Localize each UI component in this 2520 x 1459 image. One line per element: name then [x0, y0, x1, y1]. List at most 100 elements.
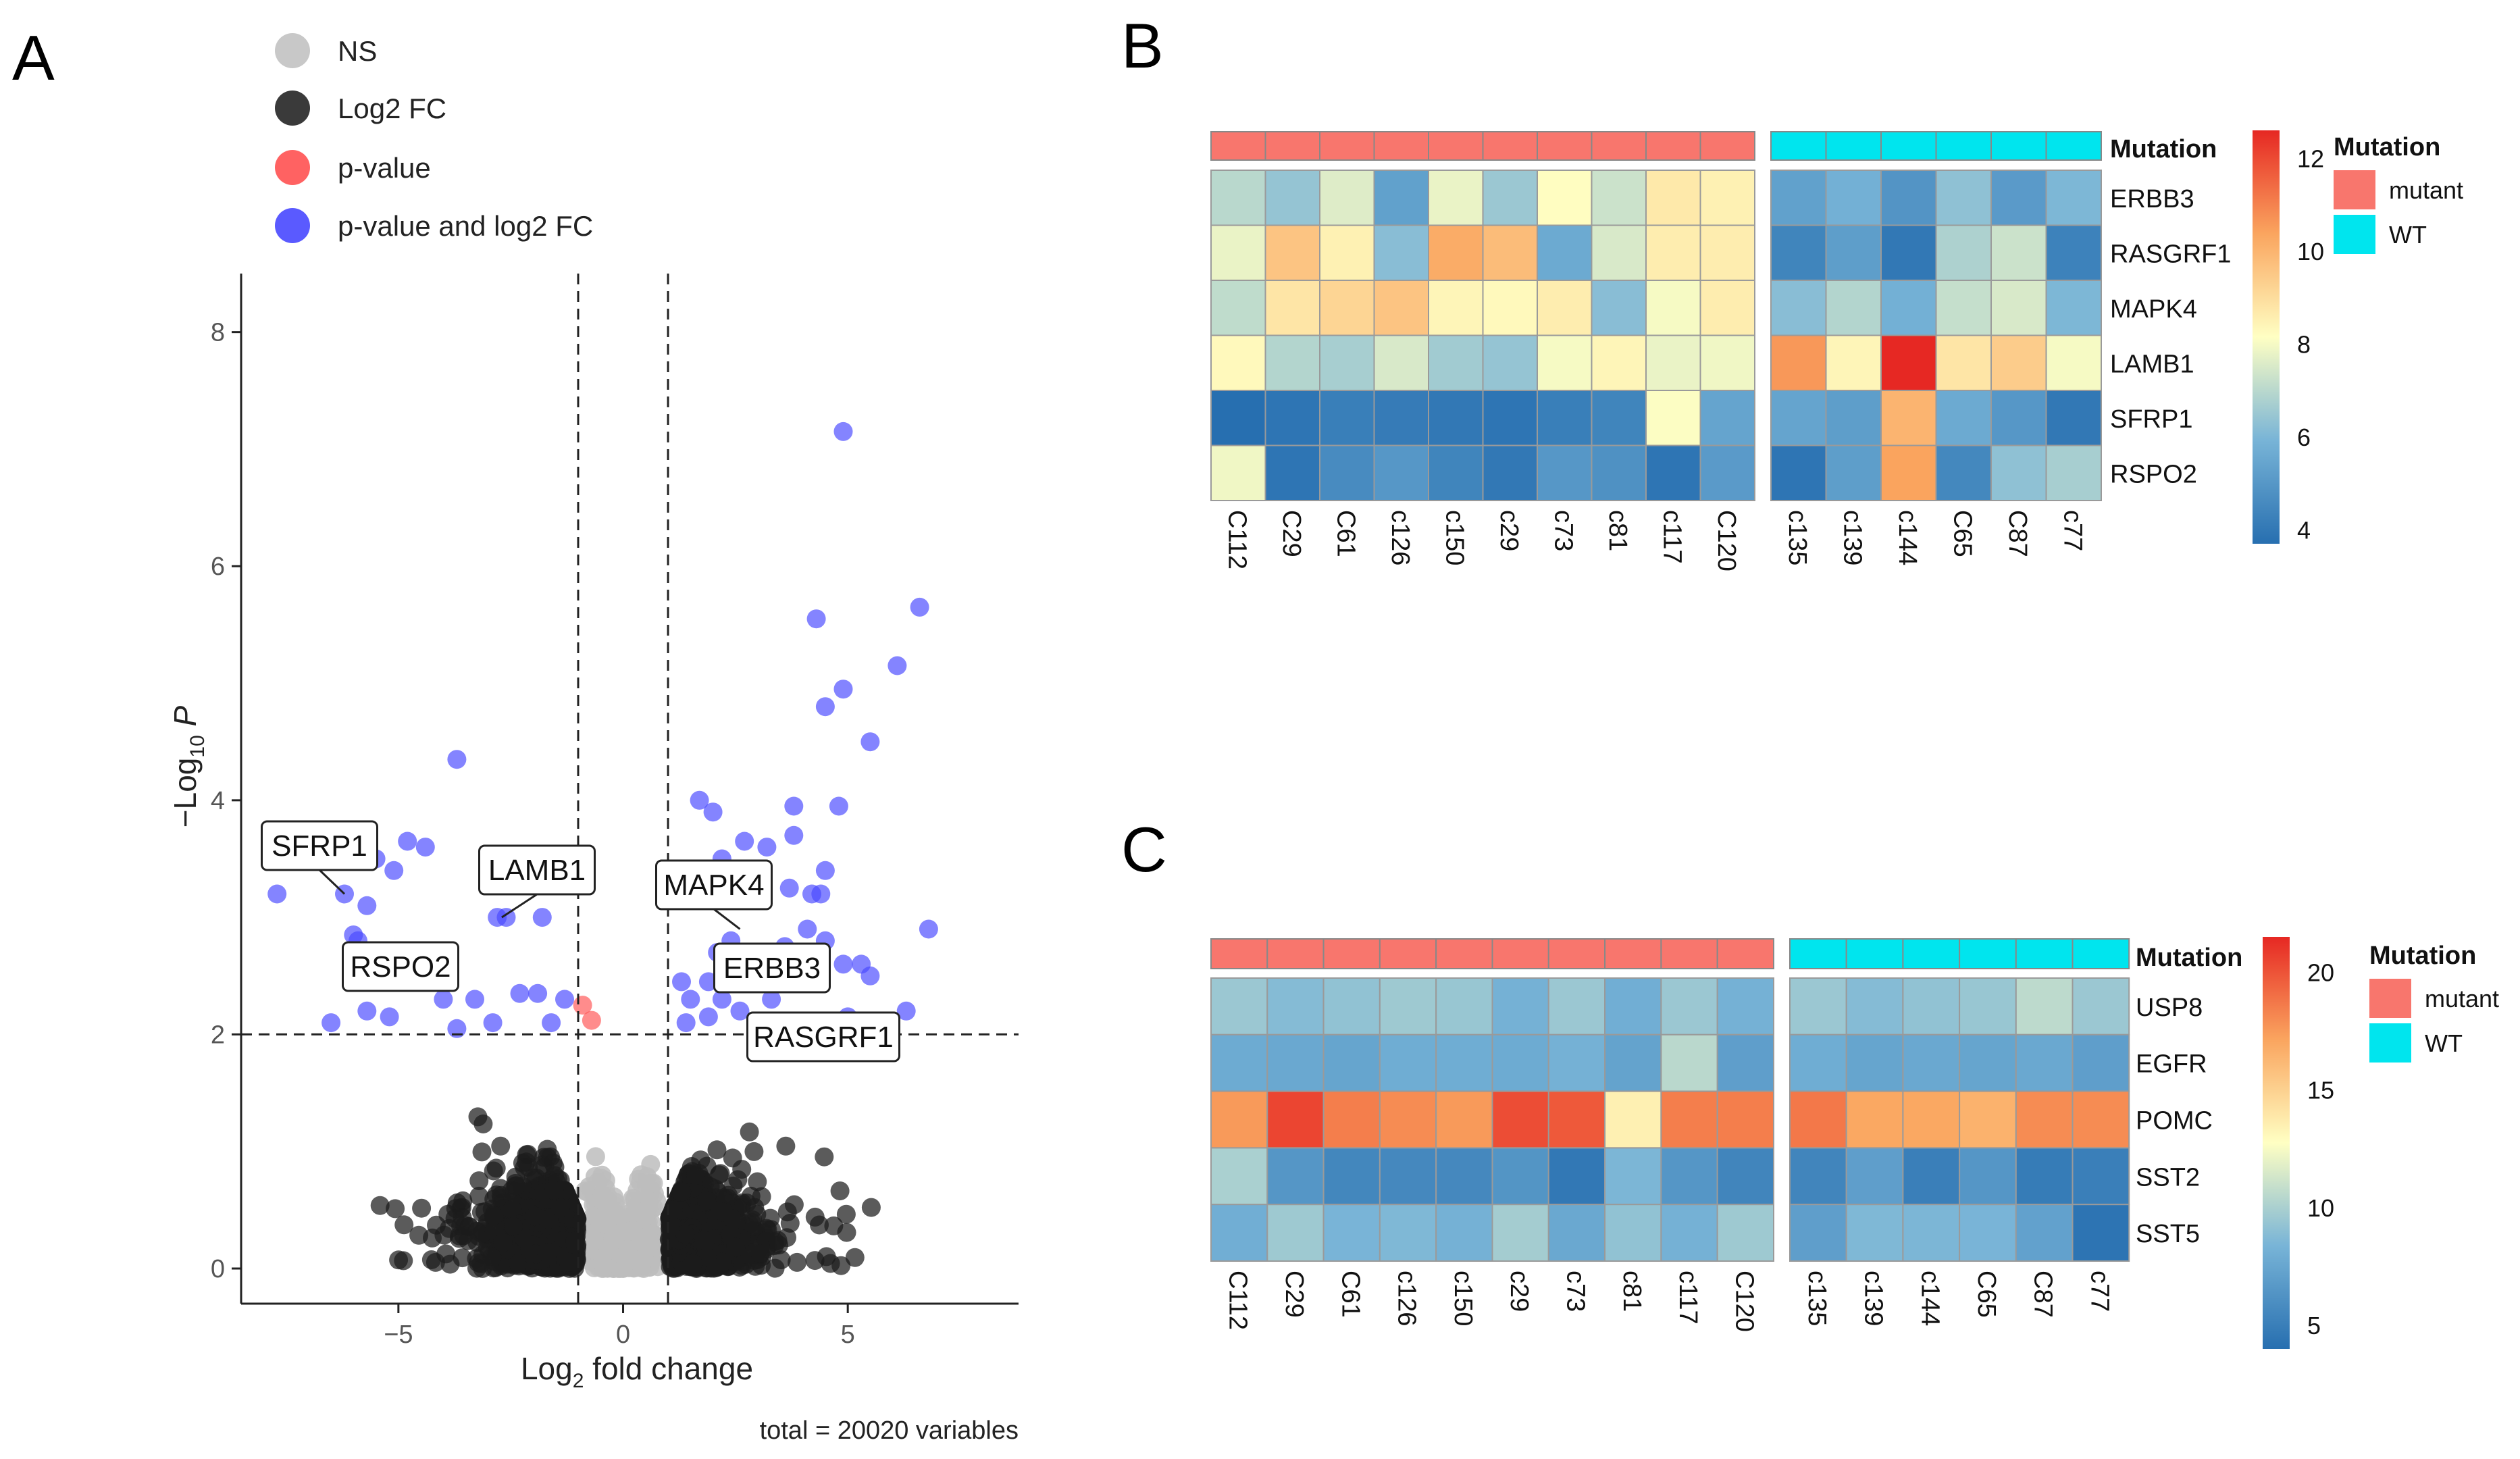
mutation-legend-label: WT — [2425, 1029, 2463, 1057]
fc-point — [469, 1186, 489, 1206]
column-label: c81 — [1603, 510, 1632, 551]
fc-point — [491, 1136, 511, 1156]
significant-point — [784, 825, 804, 845]
heatmap-cell — [1645, 224, 1701, 281]
annotation-cell-mutant — [1491, 938, 1549, 969]
significant-point — [322, 1013, 341, 1033]
fc-point — [713, 1252, 732, 1272]
heatmap-cell — [1591, 390, 1647, 446]
y-tick-label: 0 — [211, 1255, 225, 1283]
heatmap-cell — [1482, 224, 1538, 281]
heatmap-cell — [1379, 1090, 1437, 1149]
heatmap-cell — [1604, 1090, 1662, 1149]
heatmap-cell — [1770, 334, 1827, 391]
heatmap-cell — [2045, 224, 2102, 281]
gene-label-box — [261, 820, 378, 871]
significant-point — [434, 990, 453, 1009]
heatmap-cell — [1319, 390, 1375, 446]
heatmap-cell — [1428, 444, 1484, 501]
ns-point — [592, 1169, 611, 1188]
fc-point — [723, 1148, 742, 1168]
heatmap-cell — [1482, 280, 1538, 336]
y-tick-label: 4 — [211, 787, 225, 815]
heatmap-cell — [1825, 444, 1882, 501]
fc-point — [837, 1223, 856, 1242]
column-label: c144 — [1893, 510, 1922, 565]
heatmap-cell — [1716, 977, 1774, 1035]
volcano-legend: NS Log2 FC p-value p-value and log2 FC — [275, 33, 593, 243]
column-label: c117 — [1674, 1271, 1702, 1325]
y-tick-label: 8 — [211, 319, 225, 347]
heatmap-cell — [1322, 1090, 1381, 1149]
heatmap-cell — [1990, 390, 2047, 446]
heatmap-cell — [1537, 170, 1593, 226]
fc-point — [482, 1247, 502, 1266]
heatmap-cell — [1266, 1090, 1325, 1149]
heatmap-cell — [1880, 334, 1937, 391]
column-label: C29 — [1280, 1271, 1308, 1318]
column-label: c81 — [1618, 1271, 1646, 1312]
heatmap-cell — [1537, 334, 1593, 391]
gene-label-rspo2: RSPO2 — [350, 950, 451, 983]
column-label: c29 — [1505, 1271, 1533, 1312]
heatmap-cell — [1379, 1204, 1437, 1262]
heatmap-cell — [1322, 1033, 1381, 1092]
gene-labels: SFRP1 LAMB1 MAPK4 RSPO2 ERBB3 RASGRF1 — [261, 820, 900, 1063]
legend-key-ns — [275, 33, 310, 68]
heatmap-cell — [1880, 170, 1937, 226]
significant-point — [415, 838, 435, 857]
significant-point — [676, 1013, 696, 1033]
column-label: C61 — [1331, 510, 1360, 557]
heatmap-cell — [1959, 1090, 2017, 1149]
heatmap-cell — [1699, 280, 1755, 336]
heatmap-cell — [2072, 1090, 2130, 1149]
fc-point — [537, 1243, 556, 1262]
row-label: SST2 — [2136, 1163, 2200, 1192]
significant-point — [910, 597, 929, 617]
heatmap-cell — [1373, 170, 1429, 226]
significant-point — [698, 972, 718, 992]
heatmap-cell — [1266, 977, 1325, 1035]
heatmap-cell — [1210, 977, 1268, 1035]
heatmap-cell — [1591, 224, 1647, 281]
heatmap-cell — [1547, 1033, 1606, 1092]
volcano-caption: total = 20020 variables — [760, 1416, 1019, 1445]
significant-point — [380, 1007, 399, 1027]
annotation-cell-mutant — [1645, 131, 1701, 161]
fc-point — [744, 1142, 764, 1161]
heatmap-cell — [1435, 1090, 1493, 1149]
volcano-y-label: −Log10 P — [168, 705, 209, 827]
ns-points — [571, 1147, 673, 1278]
fc-point — [776, 1136, 796, 1156]
heatmap-cell — [1591, 280, 1647, 336]
heatmap-cell — [1379, 1147, 1437, 1206]
annotation-cell-WT — [1990, 131, 2047, 161]
significant-point — [815, 697, 835, 717]
heatmap-cell — [2015, 1204, 2074, 1262]
mutation-legend-label: mutant — [2425, 985, 2499, 1013]
significant-point — [542, 1013, 561, 1033]
ns-point — [635, 1243, 654, 1262]
heatmap-cell — [1604, 1033, 1662, 1092]
fc-point — [446, 1199, 465, 1219]
heatmap-cell — [1716, 1033, 1774, 1092]
annotation-cell-mutant — [1379, 938, 1437, 969]
column-label: C61 — [1336, 1271, 1364, 1318]
heatmap-cell — [1379, 977, 1437, 1035]
fc-point — [469, 1171, 489, 1191]
heatmap-cell — [1435, 977, 1493, 1035]
significant-point — [779, 878, 799, 898]
heatmap-cell — [1660, 1090, 1718, 1149]
heatmap-cell — [1660, 1147, 1718, 1206]
fc-point — [750, 1244, 770, 1263]
heatmap-cell — [1990, 444, 2047, 501]
heatmap-cell — [2015, 1147, 2074, 1206]
heatmap-cell — [1319, 280, 1375, 336]
significant-point — [829, 796, 848, 816]
column-label: c139 — [1838, 510, 1866, 565]
gene-label-connector — [713, 908, 741, 930]
fc-point — [694, 1231, 714, 1250]
heatmap-cell — [1880, 444, 1937, 501]
heatmap-cell — [1935, 280, 1992, 336]
heatmap-cell — [1547, 1147, 1606, 1206]
